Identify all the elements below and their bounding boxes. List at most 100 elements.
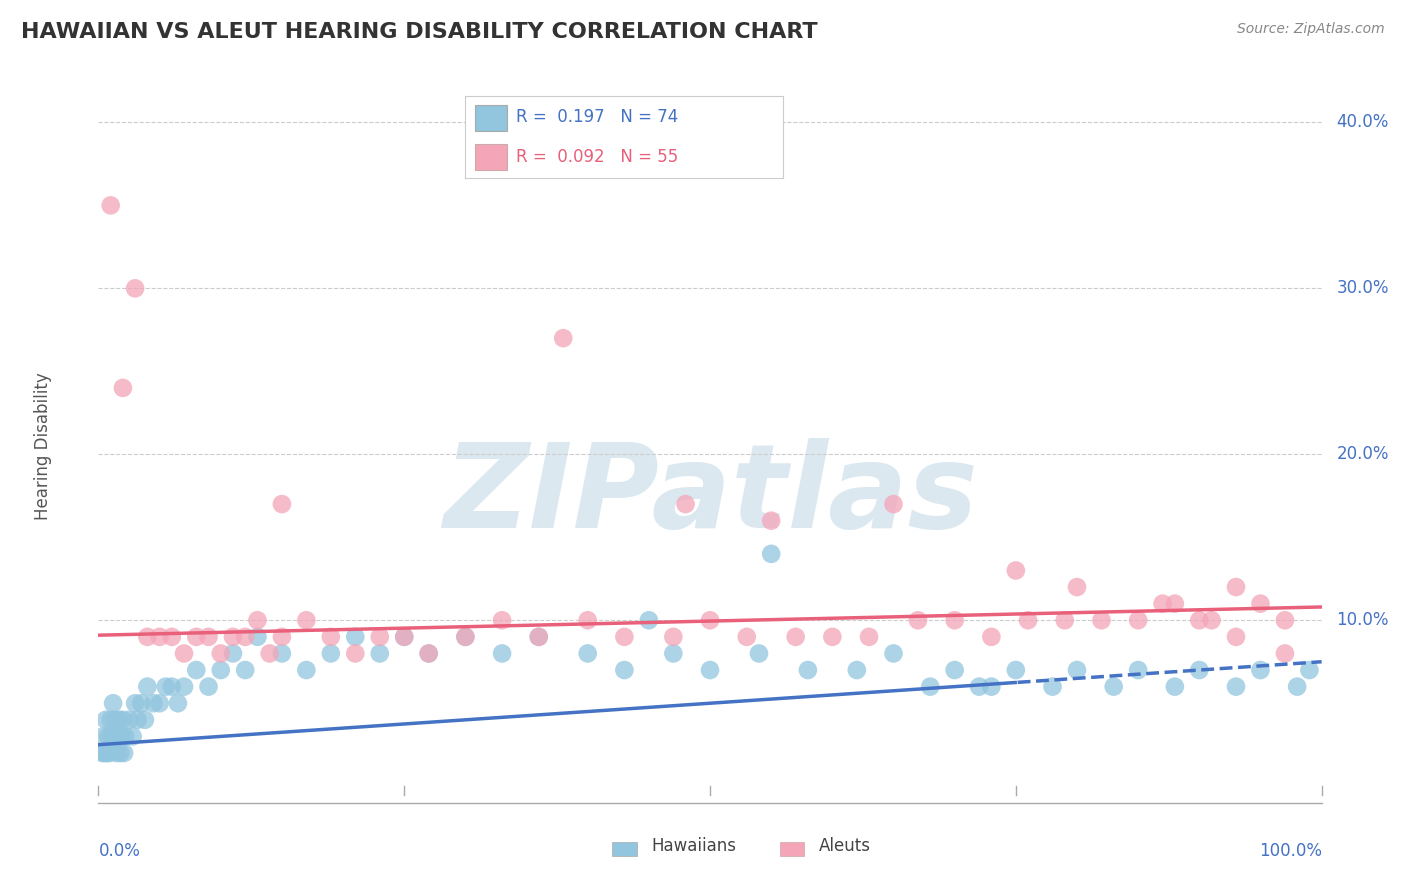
Point: [319, 647, 342, 661]
Point: [233, 630, 256, 644]
Point: [1298, 663, 1320, 677]
Point: [576, 647, 599, 661]
Point: [761, 514, 783, 528]
Point: [173, 647, 195, 661]
Point: [883, 647, 905, 661]
Point: [295, 663, 318, 677]
Point: [114, 730, 136, 744]
Point: [124, 696, 146, 710]
Point: [96, 746, 118, 760]
Text: Hawaiians: Hawaiians: [651, 837, 737, 855]
Point: [270, 497, 294, 511]
Point: [222, 630, 245, 644]
Point: [160, 630, 183, 644]
Point: [662, 647, 685, 661]
Point: [1188, 663, 1211, 677]
Point: [155, 680, 177, 694]
Point: [112, 746, 135, 760]
Point: [91, 746, 114, 760]
Point: [418, 647, 440, 661]
Point: [209, 647, 232, 661]
Point: [907, 613, 929, 627]
Point: [167, 696, 190, 710]
Point: [246, 630, 269, 644]
Point: [527, 630, 550, 644]
Point: [1164, 680, 1187, 694]
Point: [1274, 613, 1296, 627]
Point: [845, 663, 868, 677]
Text: 0.0%: 0.0%: [98, 842, 141, 860]
Point: [761, 547, 783, 561]
Point: [699, 613, 721, 627]
Point: [527, 630, 550, 644]
Point: [576, 613, 599, 627]
Point: [1066, 580, 1088, 594]
Point: [222, 647, 245, 661]
Point: [491, 647, 513, 661]
Point: [454, 630, 477, 644]
Point: [1274, 647, 1296, 661]
Bar: [780, 842, 804, 856]
Point: [1102, 680, 1125, 694]
Point: [124, 281, 146, 295]
Point: [1225, 580, 1247, 594]
Point: [121, 730, 143, 744]
Point: [344, 647, 367, 661]
Point: [100, 713, 122, 727]
Point: [129, 696, 152, 710]
Text: Hearing Disability: Hearing Disability: [34, 372, 52, 520]
Point: [1090, 613, 1112, 627]
Point: [454, 630, 477, 644]
Point: [368, 647, 391, 661]
Point: [107, 730, 129, 744]
Point: [392, 630, 416, 644]
Text: ZIPatlas: ZIPatlas: [443, 439, 977, 553]
Point: [259, 647, 281, 661]
Point: [1004, 564, 1026, 578]
Point: [136, 680, 159, 694]
Point: [1225, 680, 1247, 694]
Point: [980, 680, 1002, 694]
Point: [209, 663, 232, 677]
Point: [1286, 680, 1309, 694]
Point: [344, 630, 367, 644]
Text: 40.0%: 40.0%: [1336, 113, 1389, 131]
Point: [100, 198, 122, 212]
Point: [662, 630, 685, 644]
Point: [1017, 613, 1039, 627]
Point: [94, 713, 117, 727]
Point: [637, 613, 661, 627]
Point: [103, 730, 125, 744]
Point: [1225, 630, 1247, 644]
Point: [858, 630, 880, 644]
Point: [699, 663, 721, 677]
Point: [1201, 613, 1223, 627]
Point: [197, 630, 219, 644]
Point: [920, 680, 942, 694]
Point: [553, 331, 575, 345]
Point: [111, 381, 134, 395]
Point: [270, 630, 294, 644]
Point: [108, 713, 131, 727]
Point: [491, 613, 513, 627]
Text: Source: ZipAtlas.com: Source: ZipAtlas.com: [1237, 22, 1385, 37]
Point: [967, 680, 990, 694]
Point: [149, 696, 172, 710]
Text: Aleuts: Aleuts: [818, 837, 870, 855]
Text: 30.0%: 30.0%: [1336, 279, 1389, 297]
Point: [943, 663, 966, 677]
Point: [392, 630, 416, 644]
Point: [748, 647, 770, 661]
Point: [97, 730, 120, 744]
Point: [1152, 597, 1174, 611]
Point: [149, 630, 172, 644]
Point: [270, 647, 294, 661]
Point: [197, 680, 219, 694]
Point: [160, 680, 183, 694]
Text: 10.0%: 10.0%: [1336, 611, 1389, 629]
Point: [111, 730, 134, 744]
Point: [418, 647, 440, 661]
Point: [1250, 597, 1272, 611]
Point: [1128, 663, 1150, 677]
Point: [1164, 597, 1187, 611]
